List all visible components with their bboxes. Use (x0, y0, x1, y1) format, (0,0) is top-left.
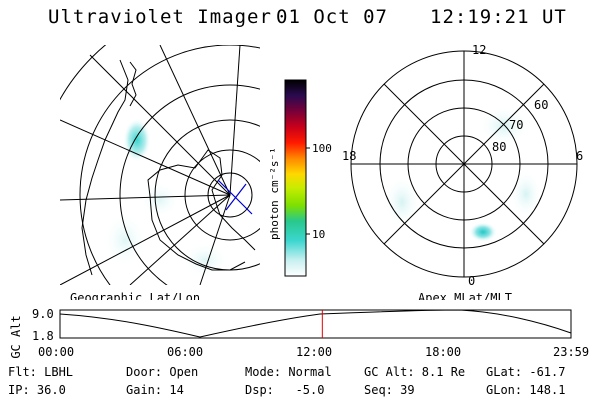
door-info: Door: Open (126, 365, 199, 379)
ip-info: IP: 36.0 (8, 383, 66, 397)
colorbar-tick-100: 100 (312, 142, 332, 155)
seq-info: Seq: 39 (364, 383, 415, 397)
timeline-frame (59, 309, 572, 339)
timeline-x-tick-1: 06:00 (167, 345, 203, 359)
mlat-mlt-polar-plot: 12 18 6 0 60 70 80 Apex MLat/MLT (342, 43, 583, 300)
mlt-label-6: 6 (576, 149, 583, 163)
timeline-y-axis-label: GC Alt (9, 315, 23, 358)
gc-altitude-timeline: GC Alt 9.0 1.8 00:00 06:00 12:00 18:00 2… (9, 307, 589, 359)
instrument-title: Ultraviolet Imager (48, 6, 272, 28)
mlt-label-12: 12 (472, 43, 486, 57)
dsp-info: Dsp: -5.0 (245, 383, 325, 397)
aurora-spot (469, 222, 497, 242)
mode-info: Mode: Normal (245, 365, 332, 379)
timeline-x-tick-2: 12:00 (296, 345, 332, 359)
timeline-y-tick-bottom: 1.8 (32, 329, 54, 343)
geographic-caption: Geographic Lat/Lon (70, 291, 200, 300)
altitude-curve (59, 309, 572, 338)
glon-info: GLon: 148.1 (486, 383, 566, 397)
gain-info: Gain: 14 (126, 383, 184, 397)
colorbar-unit-label: photon cm⁻²s⁻¹ (268, 147, 281, 240)
date-label: 01 Oct 07 (276, 6, 388, 28)
timeline-x-tick-4: 23:59 (553, 345, 589, 359)
mlat-label-80: 80 (492, 140, 506, 154)
apex-caption: Apex MLat/MLT (418, 291, 512, 300)
mlt-label-0: 0 (468, 274, 475, 288)
glat-info: GLat: -61.7 (486, 365, 566, 379)
timeline-y-tick-top: 9.0 (32, 307, 54, 321)
mlat-label-70: 70 (509, 118, 523, 132)
colorbar-tick-10: 10 (312, 228, 325, 241)
mlt-label-18: 18 (342, 149, 356, 163)
timeline-x-tick-0: 00:00 (38, 345, 74, 359)
geographic-map: Geographic Lat/Lon (60, 45, 260, 300)
mlat-label-60: 60 (534, 98, 548, 112)
gc-alt-info: GC Alt: 8.1 Re (364, 365, 466, 379)
filter-info: Flt: LBHL (8, 365, 74, 379)
time-label: 12:19:21 UT (430, 6, 567, 28)
colorbar-gradient (284, 79, 307, 277)
colorbar: 100 10 photon cm⁻²s⁻¹ (268, 79, 332, 277)
timeline-x-tick-3: 18:00 (425, 345, 461, 359)
